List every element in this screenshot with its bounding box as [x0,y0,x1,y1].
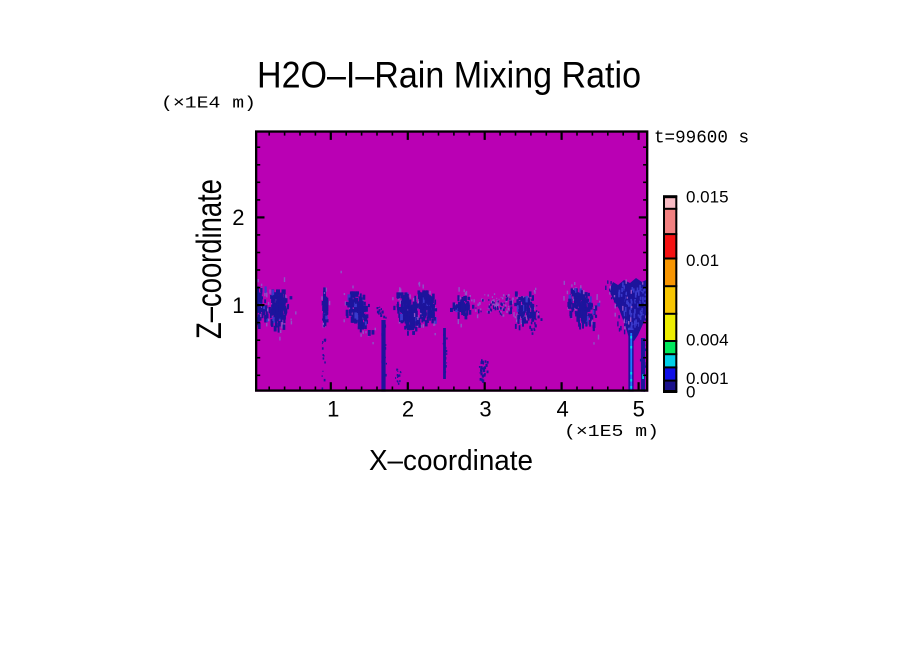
svg-text:1: 1 [232,293,244,318]
svg-text:1: 1 [327,397,339,422]
svg-text:t=99600 s: t=99600 s [654,129,749,149]
svg-text:4: 4 [556,397,568,422]
svg-text:2: 2 [402,397,414,422]
svg-text:0.004: 0.004 [686,331,729,350]
svg-text:2: 2 [232,205,244,230]
svg-text:0: 0 [686,383,695,402]
svg-text:3: 3 [479,397,491,422]
svg-text:(×1E4 m): (×1E4 m) [161,95,256,114]
svg-text:5: 5 [633,397,645,422]
svg-text:0.001: 0.001 [686,369,729,388]
svg-text:0.015: 0.015 [686,187,729,206]
svg-text:X–coordinate: X–coordinate [369,445,533,477]
svg-text:H2O–I–Rain Mixing Ratio: H2O–I–Rain Mixing Ratio [257,55,641,96]
svg-text:Z–coordinate: Z–coordinate [190,179,229,339]
svg-text:(×1E5 m): (×1E5 m) [564,423,659,442]
svg-text:0.01: 0.01 [686,251,719,270]
